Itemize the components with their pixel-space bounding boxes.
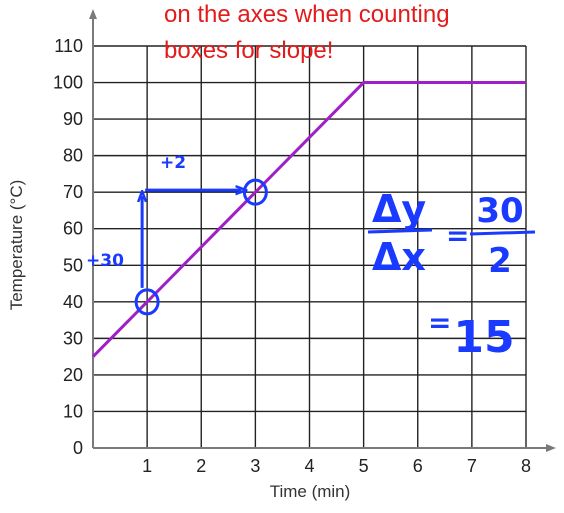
slope-dy: Δy (372, 187, 426, 231)
series (91, 81, 526, 358)
note-line-1: on the axes when counting (164, 1, 450, 28)
slope-result: 15 (453, 312, 514, 363)
slope-denominator: 2 (488, 241, 512, 281)
x-tick-label-6: 6 (413, 456, 423, 476)
y-tick-label-100: 100 (53, 73, 83, 93)
rise-label: +30 (86, 251, 124, 271)
x-tick-label-5: 5 (359, 456, 369, 476)
y-tick-label-90: 90 (63, 109, 83, 129)
y-tick-label-30: 30 (63, 328, 83, 348)
x-tick-label-3: 3 (250, 456, 260, 476)
y-tick-label-70: 70 (63, 182, 83, 202)
x-tick-label-2: 2 (196, 456, 206, 476)
y-tick-label-60: 60 (63, 219, 83, 239)
series-line-0 (91, 81, 526, 358)
slope-right-fraction-bar (469, 230, 536, 236)
slope-left-fraction-bar (367, 228, 433, 234)
slope-dx: Δx (372, 235, 426, 279)
y-tick-label-40: 40 (63, 292, 83, 312)
x-tick-label-8: 8 (521, 456, 531, 476)
marked-point-circle-1 (134, 288, 160, 316)
y-tick-label-20: 20 (63, 365, 83, 385)
slope-equals-1: = (446, 219, 469, 252)
x-tick-label-4: 4 (304, 456, 314, 476)
grid (93, 45, 527, 448)
y-tick-label-10: 10 (63, 401, 83, 421)
y-tick-label-80: 80 (63, 146, 83, 166)
x-tick-label-7: 7 (467, 456, 477, 476)
y-tick-label-0: 0 (73, 438, 83, 458)
x-tick-label-1: 1 (142, 456, 152, 476)
axes (89, 9, 556, 452)
y-tick-label-50: 50 (63, 255, 83, 275)
y-axis-title: Temperature (°C) (7, 180, 26, 311)
slope-equals-2: = (428, 306, 451, 339)
note-line-2: boxes for slope! (164, 37, 333, 64)
y-tick-label-110: 110 (54, 36, 83, 56)
run-label: +2 (160, 153, 186, 173)
x-axis-title: Time (min) (270, 482, 351, 501)
slope-numerator: 30 (476, 191, 523, 231)
